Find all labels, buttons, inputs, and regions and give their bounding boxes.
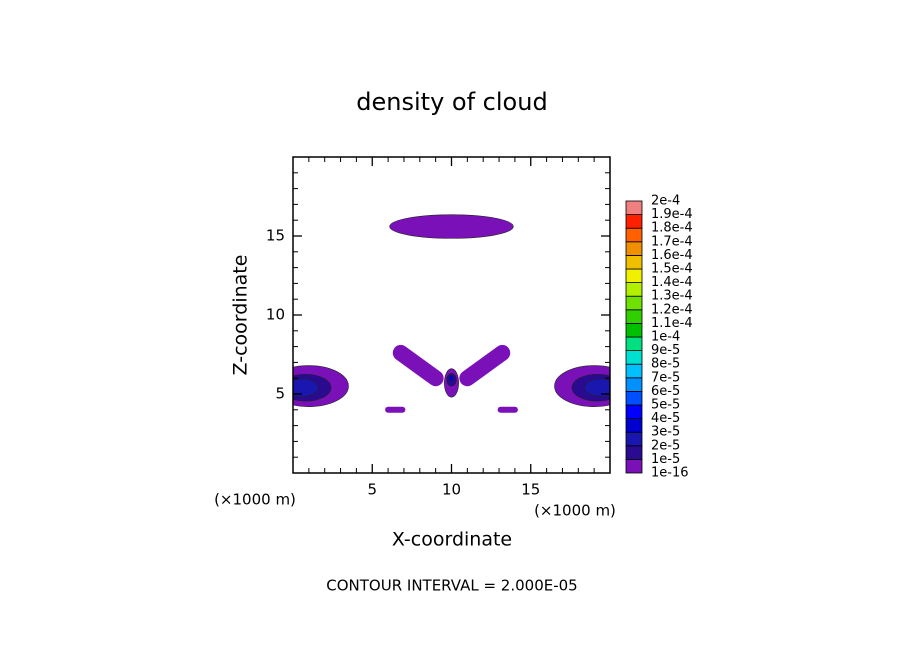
contour-region: [448, 375, 455, 382]
x-unit-label: (×1000 m): [534, 502, 616, 520]
contour-region: [392, 344, 444, 387]
colorbar-label: 7e-5: [651, 370, 680, 385]
colorbar-label: 1.8e-4: [651, 221, 693, 236]
colorbar-label: 1.7e-4: [651, 234, 693, 249]
colorbar-swatch: [625, 336, 643, 352]
x-tick-label: 10: [442, 481, 461, 499]
colorbar-label: 9e-5: [651, 343, 680, 358]
colorbar-swatch: [625, 445, 643, 460]
footer-note: CONTOUR INTERVAL = 2.000E-05: [326, 577, 577, 595]
colorbar-swatch: [625, 282, 643, 297]
colorbar-swatch: [625, 431, 643, 447]
colorbar-swatch: [625, 350, 643, 365]
colorbar-label: 1.2e-4: [651, 302, 693, 317]
colorbar-label: 4e-5: [651, 411, 680, 426]
chart-title: density of cloud: [356, 88, 547, 116]
colorbar-label: 1.1e-4: [651, 316, 693, 331]
colorbar-label: 1e-16: [651, 466, 689, 481]
colorbar-label: 1e-4: [651, 330, 680, 345]
colorbar-swatch: [625, 390, 643, 406]
colorbar-label: 3e-5: [651, 425, 680, 440]
colorbar-swatch: [625, 295, 643, 311]
colorbar-swatch: [625, 268, 643, 284]
colorbar-label: 1.9e-4: [651, 207, 693, 222]
contour-region: [459, 344, 511, 387]
x-axis-label: X-coordinate: [392, 529, 512, 551]
colorbar-label: 1.6e-4: [651, 248, 693, 263]
x-tick-label: 15: [521, 481, 540, 499]
y-tick-label: 5: [275, 385, 285, 403]
colorbar-swatch: [625, 322, 643, 338]
colorbar-swatch: [625, 254, 643, 270]
y-axis-label: Z-coordinate: [230, 255, 252, 376]
colorbar-swatch: [625, 377, 643, 392]
colorbar-label: 1.5e-4: [651, 262, 693, 277]
colorbar-swatch: [625, 418, 643, 433]
colorbar-swatch: [625, 241, 643, 256]
colorbar-swatch: [625, 309, 643, 324]
colorbar-label: 1.3e-4: [651, 289, 693, 304]
x-unit-label: (×1000 m): [214, 491, 296, 509]
plot-frame: [292, 156, 611, 474]
colorbar-label: 1e-5: [651, 452, 680, 467]
colorbar-swatch: [625, 458, 643, 474]
contour-region: [293, 378, 319, 397]
contour-region: [389, 214, 514, 239]
colorbar-swatch: [625, 227, 643, 243]
contour-field: [293, 214, 610, 413]
colorbar-label: 8e-5: [651, 357, 680, 372]
colorbar-label: 2e-4: [651, 194, 680, 209]
colorbar-swatch: [625, 363, 643, 379]
colorbar-swatch: [625, 200, 643, 216]
colorbar-label: 6e-5: [651, 384, 680, 399]
colorbar-swatch: [625, 214, 643, 229]
y-tick-label: 15: [266, 227, 285, 245]
colorbar-label: 1.4e-4: [651, 275, 693, 290]
colorbar-label: 2e-5: [651, 438, 680, 453]
y-tick-label: 10: [266, 306, 285, 324]
colorbar-swatch: [625, 404, 643, 420]
contour-region: [584, 378, 610, 397]
x-tick-label: 5: [367, 481, 377, 499]
colorbar-label: 5e-5: [651, 398, 680, 413]
